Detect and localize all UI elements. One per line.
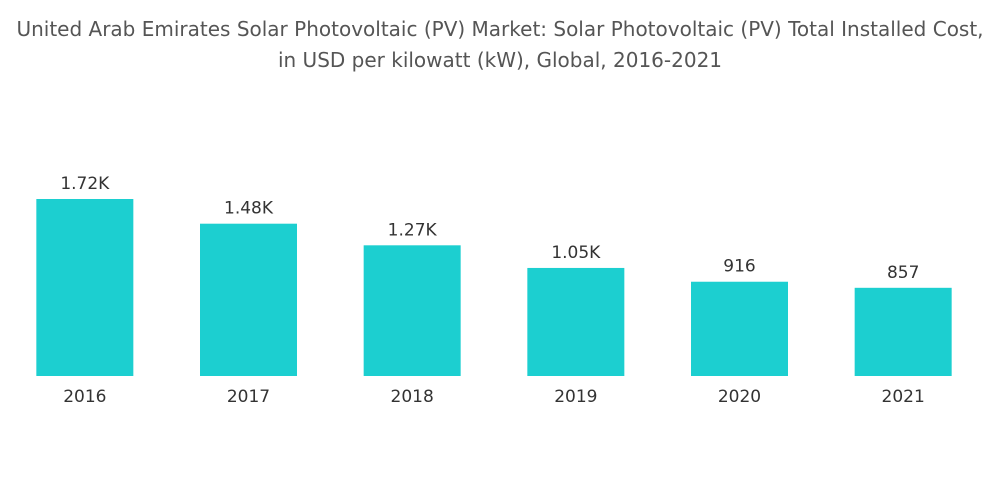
data-label: 916: [723, 257, 755, 277]
bar: [527, 267, 625, 376]
data-label: 1.72K: [60, 174, 110, 194]
bar: [854, 287, 952, 376]
chart-title: United Arab Emirates Solar Photovoltaic …: [16, 17, 984, 72]
bar: [691, 281, 788, 376]
data-label: 1.27K: [388, 220, 438, 240]
x-tick-label: 2016: [63, 387, 106, 407]
data-label: 857: [887, 263, 919, 283]
bar: [200, 223, 297, 376]
x-tick-label: 2020: [718, 387, 761, 407]
bar: [36, 199, 134, 376]
x-tick-label: 2017: [227, 387, 270, 407]
bar: [363, 245, 461, 376]
x-tick-label: 2019: [554, 387, 597, 407]
data-label: 1.05K: [551, 243, 601, 263]
x-tick-label: 2018: [391, 387, 434, 407]
data-label: 1.48K: [224, 199, 274, 219]
x-tick-label: 2021: [882, 387, 925, 407]
